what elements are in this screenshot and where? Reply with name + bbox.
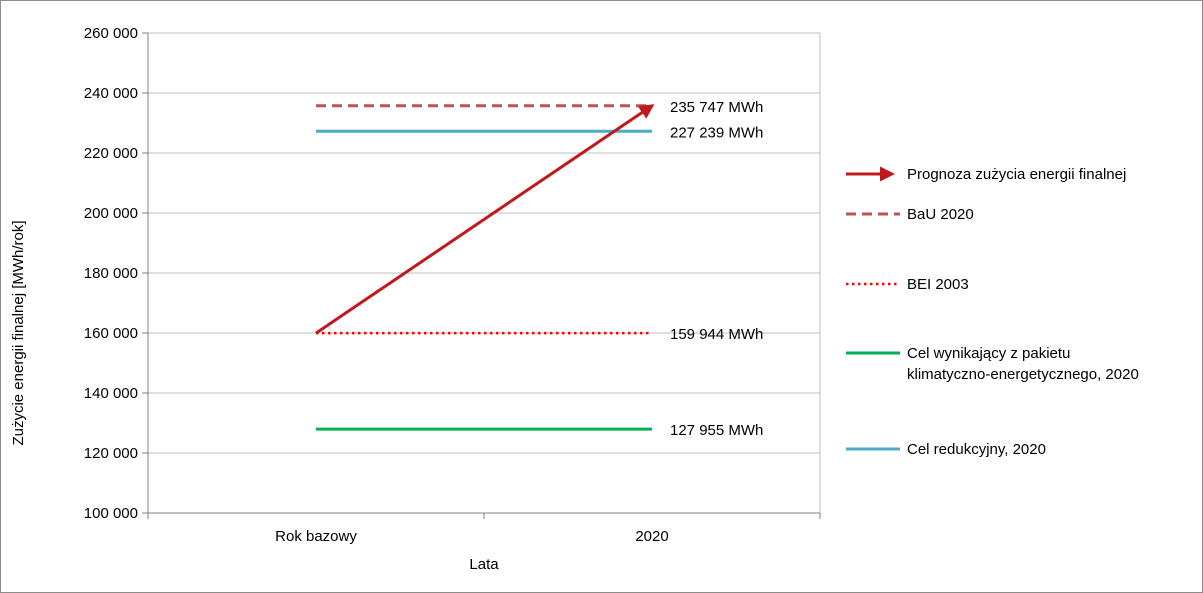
data-label: 227 239 MWh — [670, 124, 763, 141]
legend-item: BEI 2003 — [846, 276, 969, 293]
x-tick-labels: Rok bazowy 2020 — [275, 528, 669, 545]
y-tick-label: 200 000 — [84, 205, 138, 222]
legend-item: BaU 2020 — [846, 206, 974, 223]
y-tick-label: 120 000 — [84, 445, 138, 462]
y-tick-label: 180 000 — [84, 265, 138, 282]
legend-label: klimatyczno-energetycznego, 2020 — [907, 366, 1139, 383]
y-tick-label: 260 000 — [84, 25, 138, 42]
y-axis-title: Zużycie energii finalnej [MWh/rok] — [10, 220, 27, 445]
axes — [142, 32, 821, 519]
y-tick-label: 240 000 — [84, 85, 138, 102]
legend-label: Cel redukcyjny, 2020 — [907, 441, 1046, 458]
y-tick-label: 140 000 — [84, 385, 138, 402]
data-label: 159 944 MWh — [670, 326, 763, 343]
series — [315, 104, 655, 431]
data-label: 235 747 MWh — [670, 99, 763, 116]
data-label: 127 955 MWh — [670, 422, 763, 439]
legend-label: BEI 2003 — [907, 276, 969, 293]
series-line-0 — [315, 104, 655, 335]
legend-label: Cel wynikający z pakietu — [907, 345, 1070, 362]
y-tick-labels: 100 000 120 000 140 000 160 000 180 000 200 0… — [84, 25, 138, 522]
legend-item: Cel wynikający z pakietu klimatyczno-ener… — [846, 345, 1139, 383]
legend-item: Cel redukcyjny, 2020 — [846, 441, 1046, 458]
y-tick-label: 220 000 — [84, 145, 138, 162]
data-labels: 235 747 MWh 159 944 MWh 127 955 MWh 227 239… — [670, 99, 763, 439]
legend-item: Prognoza zużycia energii finalnej — [846, 166, 1126, 183]
legend: Prognoza zużycia energii finalnej BaU 202… — [846, 166, 1139, 458]
y-tick-label: 100 000 — [84, 505, 138, 522]
x-tick-label: 2020 — [635, 528, 668, 545]
grid-lines — [148, 32, 821, 513]
x-tick-label: Rok bazowy — [275, 528, 357, 545]
legend-label: BaU 2020 — [907, 206, 974, 223]
y-tick-label: 160 000 — [84, 325, 138, 342]
x-axis-title: Lata — [469, 556, 499, 573]
legend-label: Prognoza zużycia energii finalnej — [907, 166, 1126, 183]
